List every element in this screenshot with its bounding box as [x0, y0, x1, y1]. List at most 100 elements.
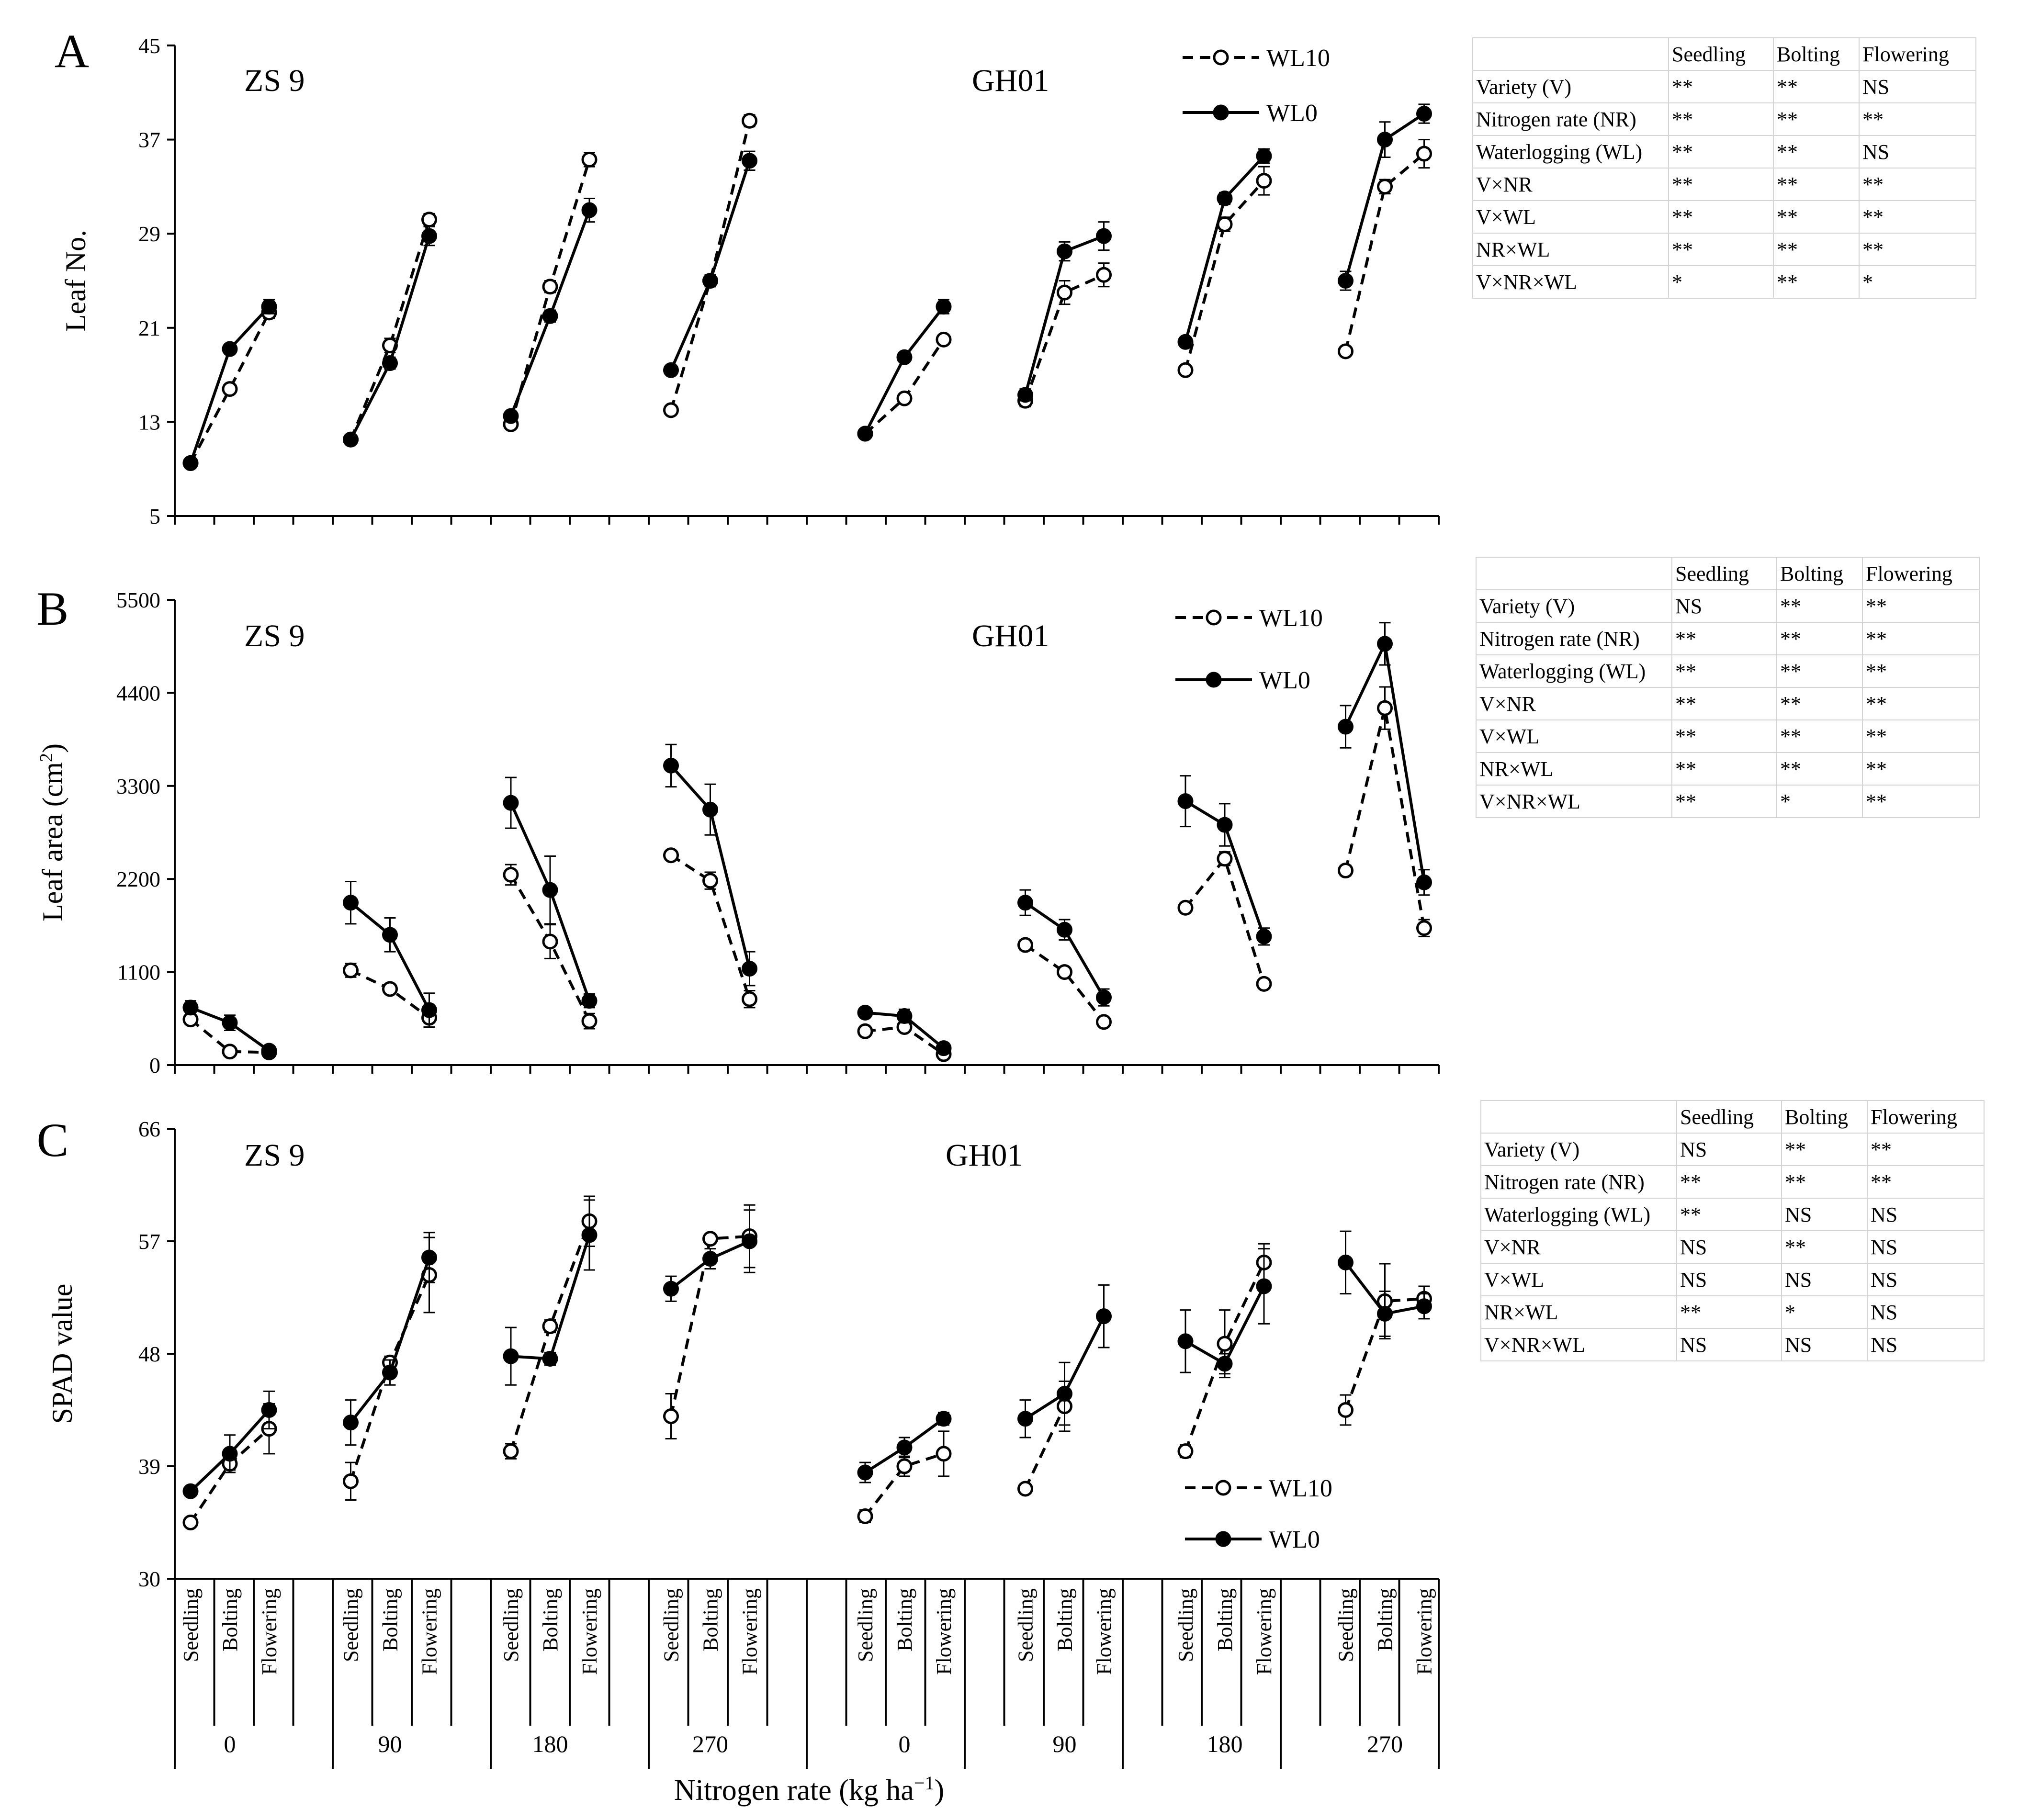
- stage-label: Seedling: [854, 1588, 877, 1662]
- table-header-row: Seedling Bolting Flowering: [1472, 37, 1976, 71]
- data-point-wl0: [896, 349, 913, 365]
- data-point-wl0: [936, 1411, 952, 1427]
- data-point-wl0: [222, 1015, 238, 1031]
- table-factor-cell: Variety (V): [1480, 1133, 1677, 1166]
- legend-label-wl0: WL0: [1259, 667, 1310, 694]
- table-row: V×WL ** ** **: [1472, 200, 1976, 234]
- legend-marker-wl0: [1206, 672, 1222, 688]
- table-factor-cell: Nitrogen rate (NR): [1476, 622, 1672, 655]
- nitrogen-rate-label: 90: [1053, 1730, 1077, 1757]
- y-axis-label: SPAD value: [46, 1284, 78, 1424]
- legend-marker-wl0: [1213, 104, 1229, 121]
- table-row: Nitrogen rate (NR) ** ** **: [1472, 102, 1976, 136]
- y-tick-label: 57: [138, 1229, 160, 1254]
- table-significance-cell: **: [1671, 622, 1777, 655]
- series-line-wl10: [349, 219, 431, 440]
- table-factor-cell: V×WL: [1472, 200, 1669, 234]
- table-significance-cell: **: [1668, 200, 1774, 234]
- table-row: V×NR NS ** NS: [1480, 1230, 1985, 1264]
- nitrogen-rate-label: 270: [692, 1730, 728, 1757]
- table-significance-cell: NS: [1676, 1230, 1782, 1264]
- data-point-wl0: [1177, 793, 1194, 809]
- data-point-wl0: [702, 1251, 718, 1267]
- data-point-wl0: [857, 426, 873, 442]
- table-header-cell: Flowering: [1859, 37, 1976, 71]
- series-line-wl10: [1024, 1405, 1066, 1490]
- data-point-wl0: [1177, 1333, 1194, 1349]
- y-tick-label: 3300: [116, 774, 160, 798]
- data-point-wl0: [857, 1004, 873, 1021]
- legend-marker-wl10: [1213, 49, 1229, 66]
- legend-label-wl0: WL0: [1266, 100, 1318, 127]
- stage-label: Flowering: [1252, 1588, 1276, 1675]
- table-significance-cell: *: [1781, 1295, 1868, 1329]
- table-significance-cell: **: [1859, 102, 1976, 136]
- panel-B: 0 1100 2200 3300 4400 5500 Leaf area (cm2) B ZS …: [36, 582, 1440, 1078]
- data-point-wl0: [542, 308, 558, 324]
- table-row: V×NR×WL NS NS NS: [1480, 1328, 1985, 1361]
- series-line-wl10: [189, 312, 271, 464]
- data-point-wl0: [936, 299, 952, 315]
- data-point-wl0: [581, 1227, 598, 1243]
- data-point-wl10: [1416, 146, 1432, 162]
- stage-label: Seedling: [499, 1588, 523, 1662]
- data-point-wl10: [936, 1446, 952, 1462]
- data-point-wl0: [581, 202, 598, 218]
- table-significance-cell: NS: [1867, 1230, 1985, 1264]
- data-point-wl0: [896, 1439, 913, 1456]
- table-significance-cell: **: [1773, 70, 1860, 103]
- data-point-wl0: [1256, 148, 1272, 164]
- data-point-wl0: [503, 1348, 519, 1364]
- table-row: Waterlogging (WL) ** ** NS: [1472, 135, 1976, 169]
- stage-label: Flowering: [418, 1588, 441, 1675]
- data-point-wl0: [542, 1350, 558, 1367]
- table-significance-cell: **: [1668, 168, 1774, 201]
- data-point-wl10: [936, 331, 952, 348]
- series-line-wl10: [1344, 708, 1426, 929]
- stage-label: Bolting: [218, 1588, 242, 1651]
- data-point-wl10: [581, 151, 598, 168]
- data-point-wl10: [222, 381, 238, 397]
- table-row: V×WL ** ** **: [1476, 719, 1980, 753]
- data-point-wl10: [1017, 937, 1033, 953]
- data-point-wl0: [182, 1000, 199, 1016]
- table-significance-cell: **: [1773, 102, 1860, 136]
- table-significance-cell: **: [1781, 1230, 1868, 1264]
- y-tick-label: 66: [138, 1117, 160, 1141]
- table-significance-cell: NS: [1867, 1263, 1985, 1296]
- data-point-wl0: [1338, 273, 1354, 289]
- table-significance-cell: **: [1862, 589, 1980, 623]
- data-point-wl0: [1057, 1386, 1072, 1402]
- table-significance-cell: **: [1867, 1165, 1985, 1199]
- table-significance-cell: NS: [1781, 1328, 1868, 1361]
- y-tick-label: 29: [138, 222, 160, 246]
- table-header-cell: Seedling: [1676, 1100, 1782, 1134]
- data-point-wl0: [382, 1364, 398, 1381]
- stage-label: Bolting: [1213, 1588, 1237, 1651]
- table-significance-cell: **: [1862, 654, 1980, 688]
- table-header-row: Seedling Bolting Flowering: [1476, 557, 1980, 590]
- stage-label: Flowering: [1413, 1588, 1436, 1675]
- data-point-wl10: [182, 1515, 199, 1530]
- table-significance-cell: **: [1862, 687, 1980, 720]
- legend: WL10 WL0: [1183, 45, 1330, 127]
- table-significance-cell: NS: [1781, 1198, 1868, 1231]
- stage-label: Bolting: [539, 1588, 562, 1651]
- table-significance-cell: **: [1773, 168, 1860, 201]
- legend-label-wl10: WL10: [1259, 605, 1323, 632]
- stage-label: Seedling: [339, 1588, 363, 1662]
- table-header-cell: [1480, 1100, 1677, 1134]
- stage-label: Bolting: [1053, 1588, 1077, 1651]
- table-header-cell: Bolting: [1776, 557, 1863, 590]
- data-point-wl10: [421, 212, 437, 228]
- panel-letter: A: [55, 24, 89, 78]
- stage-label: Flowering: [258, 1588, 281, 1675]
- data-point-wl0: [896, 1008, 913, 1024]
- data-point-wl10: [1057, 284, 1072, 301]
- x-axis-label: Nitrogen rate (kg ha−1): [674, 1772, 944, 1807]
- variety-label-gh01: GH01: [946, 1138, 1023, 1173]
- y-axis-label: Leaf area (cm2): [36, 743, 68, 921]
- table-significance-cell: NS: [1859, 70, 1976, 103]
- table-significance-cell: **: [1776, 719, 1863, 753]
- series-line-wl0: [669, 160, 751, 371]
